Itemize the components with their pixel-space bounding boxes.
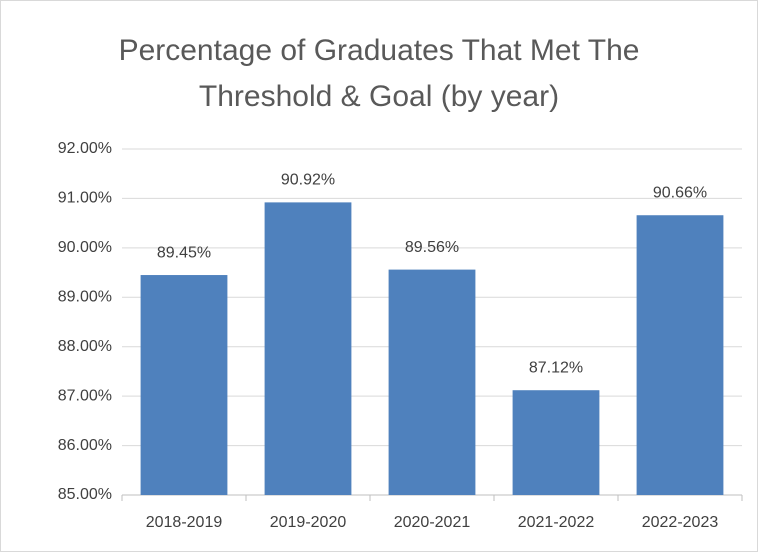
- y-tick-label: 90.00%: [58, 239, 112, 256]
- data-label: 90.66%: [653, 184, 707, 201]
- data-label: 89.56%: [405, 239, 459, 256]
- x-tick-label: 2021-2022: [518, 514, 595, 531]
- y-tick-label: 92.00%: [58, 140, 112, 157]
- bar: [636, 215, 724, 495]
- data-label: 89.45%: [157, 244, 211, 261]
- x-tick-label: 2022-2023: [642, 514, 719, 531]
- data-label: 87.12%: [529, 359, 583, 376]
- x-tick-label: 2020-2021: [394, 514, 471, 531]
- bar: [388, 269, 476, 495]
- y-tick-label: 89.00%: [58, 289, 112, 306]
- y-tick-label: 86.00%: [58, 437, 112, 454]
- bar: [264, 202, 352, 495]
- x-tick-label: 2019-2020: [270, 514, 347, 531]
- x-tick-label: 2018-2019: [146, 514, 223, 531]
- data-label: 90.92%: [281, 172, 335, 189]
- bar: [140, 275, 228, 495]
- chart-title: Percentage of Graduates That Met The Thr…: [118, 34, 640, 113]
- y-tick-label: 85.00%: [58, 486, 112, 503]
- y-tick-label: 88.00%: [58, 338, 112, 355]
- bar: [512, 390, 600, 495]
- y-tick-label: 91.00%: [58, 190, 112, 207]
- y-tick-label: 87.00%: [58, 387, 112, 404]
